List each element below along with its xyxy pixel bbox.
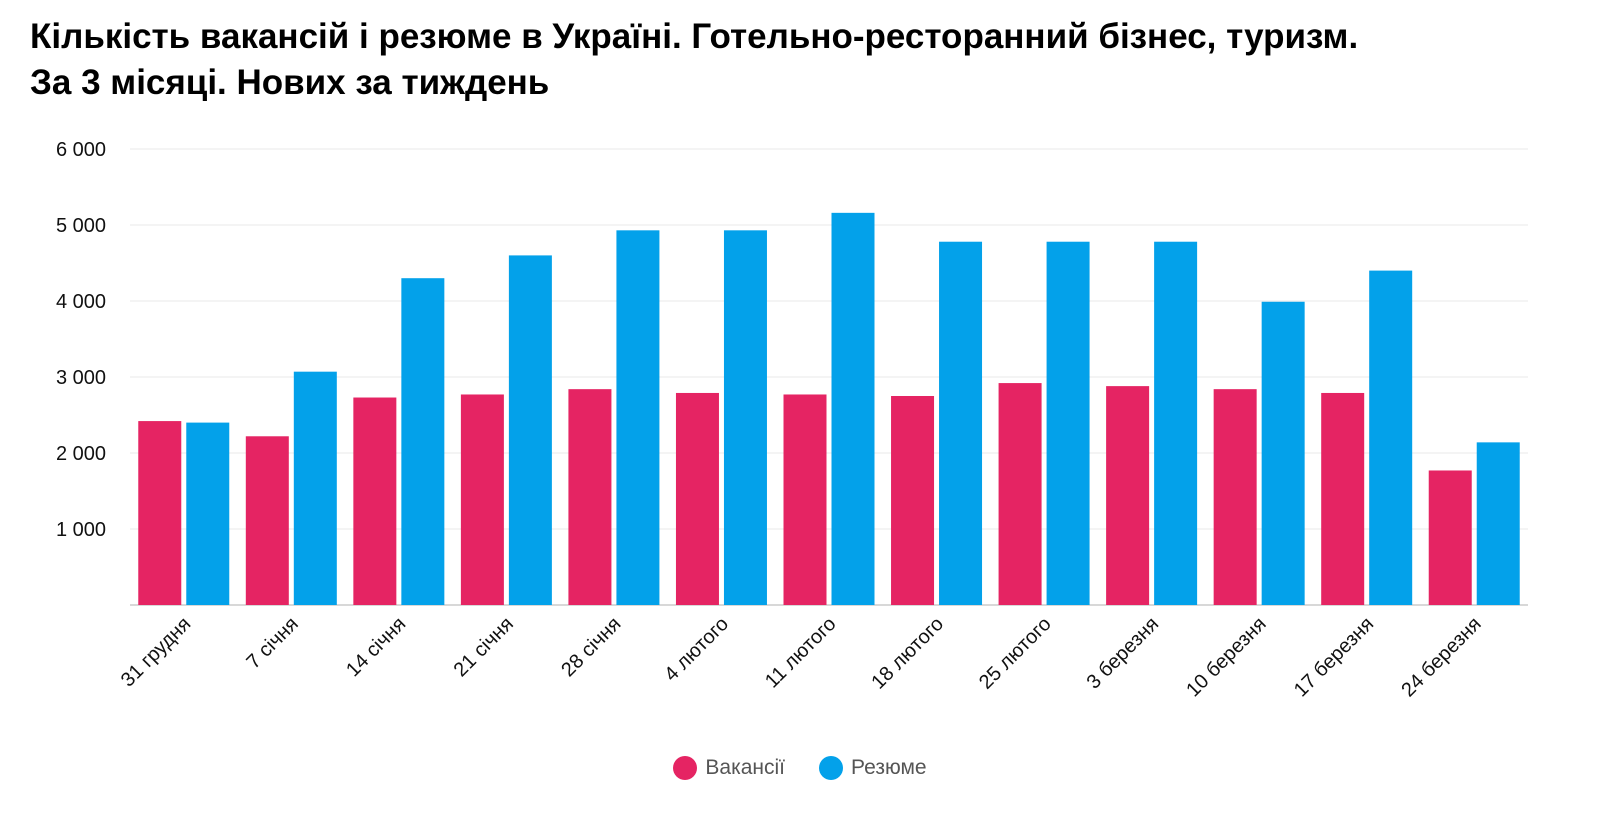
y-tick-label: 5 000: [56, 215, 106, 237]
bar-resumes[interactable]: [723, 230, 767, 605]
y-tick-label: 4 000: [56, 291, 106, 313]
legend-marker-resumes: [819, 756, 844, 780]
bar-vacancies[interactable]: [998, 383, 1042, 605]
y-tick-label: 3 000: [56, 367, 106, 389]
bar-resumes[interactable]: [508, 255, 552, 605]
y-tick-label: 2 000: [56, 443, 106, 465]
bar-vacancies[interactable]: [1428, 470, 1472, 605]
x-tick-label: 3 березня: [1083, 613, 1164, 694]
bar-resumes[interactable]: [401, 278, 445, 605]
bar-resumes[interactable]: [1261, 301, 1305, 605]
y-axis-tick-labels: 1 000 2 000 3 000 4 000 5 000 6 000: [56, 139, 106, 541]
bar-resumes[interactable]: [186, 422, 230, 605]
x-tick-label: 21 січня: [450, 613, 518, 681]
x-tick-label: 28 січня: [557, 613, 625, 681]
gridlines: [130, 148, 1528, 606]
legend-marker-vacancies: [673, 756, 698, 780]
legend-label-resumes: Резюме: [851, 756, 927, 779]
bar-resumes[interactable]: [1046, 241, 1090, 605]
bar-vacancies[interactable]: [1321, 392, 1365, 605]
bar-vacancies[interactable]: [891, 396, 935, 605]
x-tick-label: 18 лютого: [867, 613, 948, 694]
bar-vacancies[interactable]: [1213, 389, 1257, 605]
x-tick-label: 10 березня: [1182, 613, 1270, 701]
bar-vacancies[interactable]: [138, 421, 182, 605]
bar-vacancies[interactable]: [568, 389, 612, 605]
legend-label-vacancies: Вакансії: [705, 756, 786, 779]
bars: [138, 212, 1520, 605]
bar-vacancies[interactable]: [245, 436, 289, 605]
y-tick-label: 6 000: [56, 139, 106, 161]
bar-vacancies[interactable]: [1106, 386, 1150, 605]
bar-vacancies[interactable]: [460, 394, 504, 605]
legend: Вакансії Резюме: [0, 756, 1600, 780]
bar-resumes[interactable]: [616, 230, 660, 605]
x-tick-label: 24 березня: [1397, 613, 1485, 701]
bar-resumes[interactable]: [831, 212, 875, 605]
chart-title-line-2: За 3 місяці. Нових за тиждень: [30, 63, 550, 102]
x-tick-label: 11 лютого: [761, 613, 841, 693]
bar-resumes[interactable]: [1476, 442, 1520, 605]
chart-title-line-1: Кількість вакансій і резюме в Україні. Г…: [30, 17, 1359, 56]
bar-resumes[interactable]: [1154, 241, 1198, 605]
y-tick-label: 1 000: [56, 519, 106, 541]
x-tick-label: 25 лютого: [975, 613, 1056, 694]
bar-resumes[interactable]: [293, 371, 337, 605]
bar-vacancies[interactable]: [353, 397, 397, 605]
x-axis-tick-labels: 31 грудня 7 січня 14 січня 21 січня 28 січня…: [117, 613, 1486, 701]
x-tick-label: 4 лютого: [660, 613, 733, 686]
legend-item-resumes[interactable]: Резюме: [819, 756, 927, 780]
bar-vacancies[interactable]: [675, 392, 719, 605]
x-tick-label: 7 січня: [242, 613, 302, 673]
legend-item-vacancies[interactable]: Вакансії: [673, 756, 785, 780]
x-tick-label: 17 березня: [1290, 613, 1378, 701]
x-tick-label: 31 грудня: [117, 613, 195, 691]
bar-vacancies[interactable]: [783, 394, 827, 605]
bar-resumes[interactable]: [1369, 270, 1413, 605]
bar-resumes[interactable]: [939, 241, 983, 605]
x-tick-label: 14 січня: [342, 613, 410, 681]
chart-title: Кількість вакансій і резюме в Україні. Г…: [30, 14, 1580, 106]
